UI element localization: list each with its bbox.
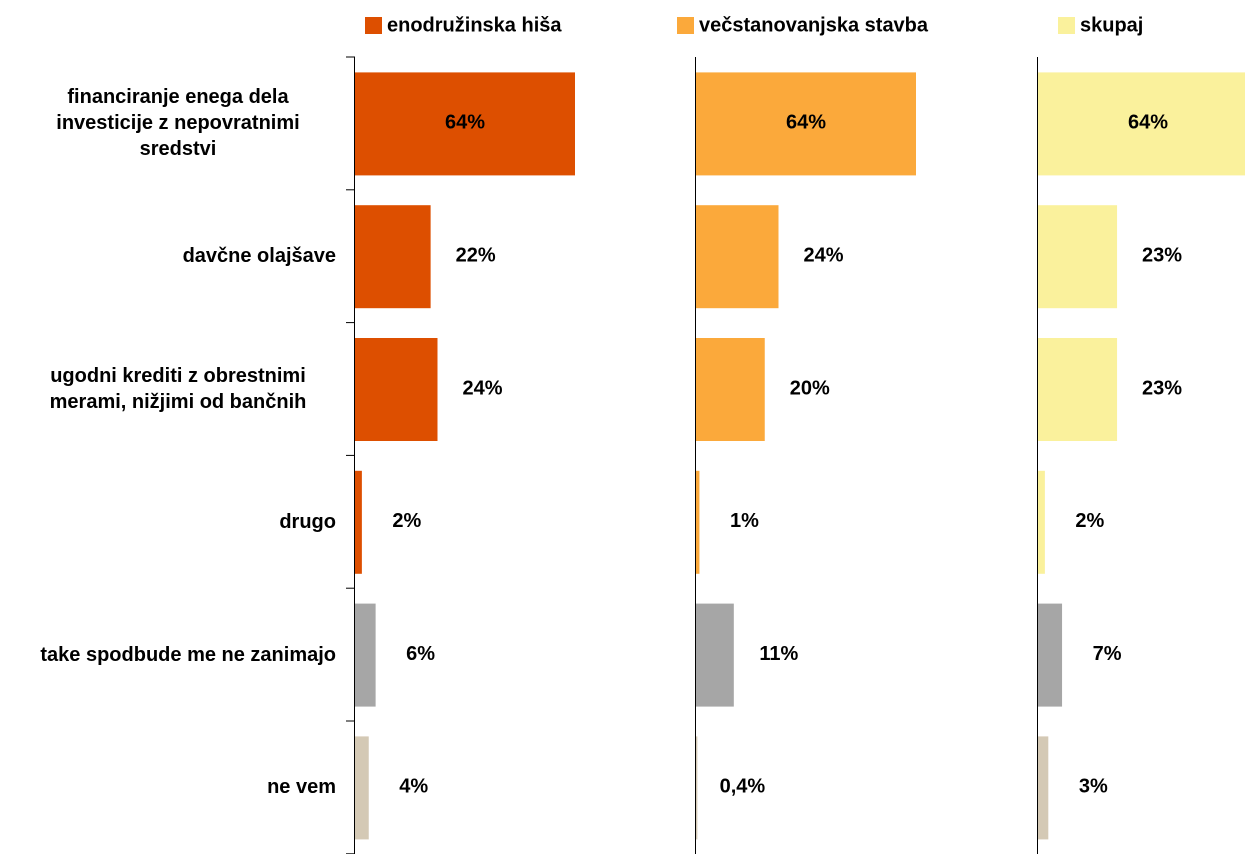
bar [355,205,431,309]
bar [355,603,376,707]
value-label: 22% [456,244,496,266]
category-text: drugo [279,510,336,533]
legend-swatch [677,17,694,34]
value-label: 11% [759,643,798,665]
bar [696,603,734,707]
bar [1038,470,1045,574]
value-label: 23% [1142,244,1182,266]
category-text: ne vem [267,776,336,799]
bar [1038,338,1118,441]
value-label: 1% [730,510,759,532]
value-label: 24% [462,377,502,399]
category-label: drugo [14,509,336,535]
bar [696,72,916,176]
bar [1038,736,1049,840]
value-label: 64% [786,112,826,134]
category-label: ugodni krediti z obrestnimi merami, nižj… [14,363,336,415]
bar [355,72,575,176]
value-label: 7% [1093,643,1122,665]
bar [355,736,369,840]
category-text: take spodbude me ne zanimajo [40,643,336,666]
category-label: financiranje enega dela investicije z ne… [14,84,336,162]
value-label: 24% [803,244,843,266]
bar [696,470,700,574]
bar [355,470,362,574]
bar [696,205,779,309]
category-label: davčne olajšave [14,243,336,269]
category-label: take spodbude me ne zanimajo [14,642,336,668]
value-label: 4% [399,776,428,798]
bar [1038,72,1245,176]
value-label: 23% [1142,377,1182,399]
bar [355,338,438,441]
legend-label: enodružinska hiša [387,14,562,36]
bar [696,338,765,441]
bar [696,736,698,840]
legend-label: skupaj [1080,14,1143,36]
category-text: ugodni krediti z obrestnimi merami, nižj… [49,365,307,413]
legend-swatch [1058,17,1075,34]
value-label: 3% [1079,776,1108,798]
value-label: 64% [445,112,485,134]
value-label: 0,4% [720,776,766,798]
value-label: 6% [406,643,435,665]
category-label: ne vem [14,774,336,800]
category-text: financiranje enega dela investicije z ne… [56,86,300,161]
legend-label: večstanovanjska stavba [699,14,929,36]
value-label: 20% [790,377,830,399]
value-label: 2% [1075,510,1104,532]
value-label: 64% [1128,112,1168,134]
bar [1038,205,1118,309]
legend-swatch [365,17,382,34]
bar [1038,603,1063,707]
category-text: davčne olajšave [182,245,336,268]
value-label: 2% [392,510,421,532]
